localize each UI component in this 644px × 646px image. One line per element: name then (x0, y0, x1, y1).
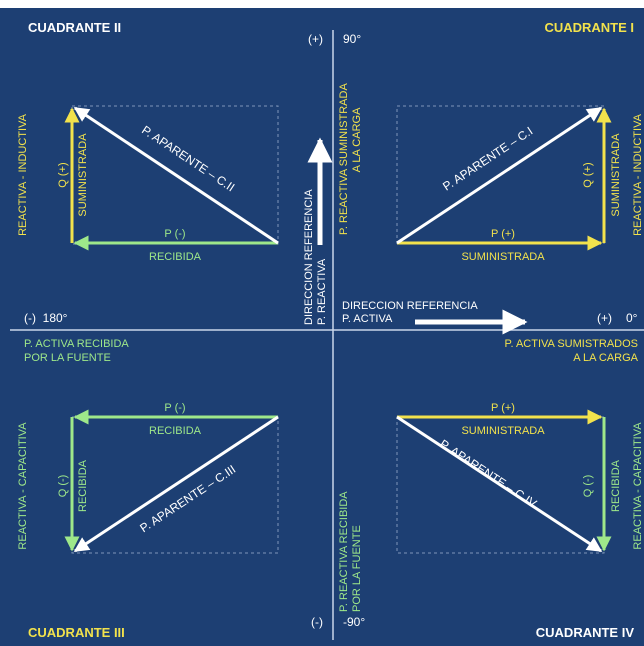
q3-side-label: REACTIVA - CAPACITIVA (17, 422, 29, 550)
quadrant-label-3: CUADRANTE III (28, 625, 125, 640)
axis-top-sign: (+) (308, 32, 323, 46)
q4-apparent-vector (396, 415, 603, 553)
axis-bottom-sign: (-) (311, 615, 323, 629)
q3-q-sub-label: RECIBIDA (77, 459, 89, 512)
reference-active-line-1: DIRECCION REFERENCIA (342, 300, 478, 312)
q4-side-label: REACTIVA - CAPACITIVA (632, 422, 644, 550)
q1-q-label: Q (+) (582, 162, 594, 187)
q3-p-sub-label: RECIBIDA (149, 425, 202, 437)
top-axis-description-line-2: A LA CARGA (351, 107, 363, 172)
q2-side-label: REACTIVA - INDUCTIVA (17, 113, 29, 235)
q2-p-label: P (-) (164, 228, 185, 240)
q4-p-sub-label: SUMINISTRADA (461, 425, 545, 437)
q1-apparent-vector (396, 106, 603, 245)
q1-p-sub-label: SUMINISTRADA (461, 251, 545, 263)
frame-top-strip (0, 0, 644, 8)
quadrant-label-4: CUADRANTE IV (536, 625, 635, 640)
axis-right-angle: 0° (626, 311, 638, 325)
axis-left-label: (-) 180° (24, 311, 68, 325)
q3-p-label: P (-) (164, 402, 185, 414)
reference-active-line-2: P. ACTIVA (342, 313, 393, 325)
right-axis-description-line-2: A LA CARGA (573, 352, 638, 364)
left-axis-description-line-2: POR LA FUENTE (24, 352, 111, 364)
axis-bottom-angle: -90° (343, 615, 365, 629)
q3-apparent-vector (73, 415, 279, 553)
q1-q-sub-label: SUMINISTRADA (610, 133, 622, 217)
bottom-axis-description-line-2: POR LA FUENTE (351, 525, 363, 612)
reference-reactive-line-2: P. REACTIVA (316, 258, 328, 325)
left-axis-description-line-1: P. ACTIVA RECIBIDA (24, 338, 129, 350)
q4-p-label: P (+) (491, 402, 515, 414)
bottom-axis-description-line-1: P. REACTIVA RECIBIDA (338, 491, 350, 612)
top-axis-description-line-1: P. REACTIVA SUMINISTRADA (338, 83, 350, 235)
q3-q-label: Q (-) (57, 475, 69, 498)
q1-p-label: P (+) (491, 228, 515, 240)
quadrant-label-2: CUADRANTE II (28, 20, 121, 35)
right-axis-description-line-1: P. ACTIVA SUMISTRADOS (505, 338, 638, 350)
q1-side-label: REACTIVA - INDUCTIVA (632, 113, 644, 235)
q4-q-sub-label: RECIBIDA (610, 459, 622, 512)
q2-p-sub-label: RECIBIDA (149, 251, 202, 263)
axis-right-sign: (+) (597, 311, 612, 325)
axis-top-angle: 90° (343, 32, 361, 46)
quadrant-label-1: CUADRANTE I (544, 20, 634, 35)
reference-reactive-line-1: DIRECCION REFERENCIA (303, 189, 315, 325)
q2-q-sub-label: SUMINISTRADA (77, 133, 89, 217)
q4-q-label: Q (-) (582, 475, 594, 498)
q2-q-label: Q (+) (57, 162, 69, 187)
q2-apparent-vector (73, 106, 279, 245)
